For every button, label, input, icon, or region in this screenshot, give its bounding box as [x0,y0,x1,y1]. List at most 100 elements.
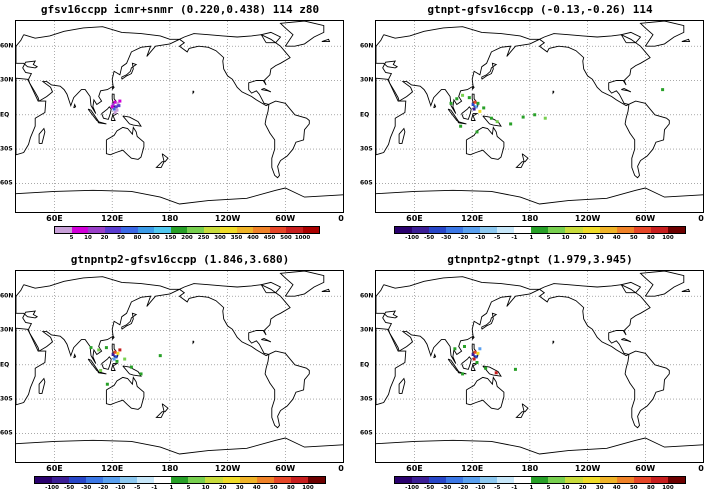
coastline [121,312,138,330]
coastline [111,343,119,359]
data-cell [471,352,475,356]
coastline [260,281,282,294]
colorbar-label: 80 [287,485,295,491]
colorbar-label: 1 [169,485,174,491]
x-tick-label: 60W [635,214,656,223]
data-cell [115,108,119,112]
x-tick-label: 120E [461,464,484,473]
coastline [87,358,100,372]
y-tick-label: 30N [0,326,14,334]
colorbar-label: -50 [424,485,435,491]
colorbar-label: 5 [546,485,551,491]
data-cell [139,372,143,376]
colorbar-swatch [497,477,515,483]
colorbar-label: 5 [186,485,191,491]
data-cell [475,130,479,134]
colorbar-label: 1 [529,235,534,241]
colorbar-swatch [69,477,87,483]
coastline [552,90,555,95]
colorbar-label: 5 [69,235,74,241]
colorbar-label: 10 [84,235,92,241]
data-cell [115,359,119,363]
colorbar-swatch [307,477,325,483]
x-tick-label: 0 [698,464,704,473]
coastline [101,356,112,370]
gridlines [376,271,703,462]
x-tick-label: 60E [406,214,423,223]
coastline [465,376,505,410]
colorbar-swatch [55,227,72,233]
colorbar [34,476,326,484]
gridlines [376,21,703,212]
colorbar-swatch [412,227,430,233]
colorbar-swatch [582,477,600,483]
gridlines [16,271,343,462]
colorbar-label: -1 [511,235,518,241]
colorbar-swatch [650,227,668,233]
coastline [155,403,169,418]
colorbar-swatch [582,227,600,233]
coastline [538,33,670,179]
y-tick-label: 30S [360,145,373,153]
coastline [471,343,479,359]
x-tick-label: 120E [101,464,124,473]
data-cell [111,102,115,106]
colorbar-label: 30 [235,485,244,491]
map-svg [16,21,343,212]
colorbar-swatch [650,477,668,483]
coastline [481,62,498,80]
colorbar-swatch [273,477,291,483]
data-cell [661,88,665,92]
x-tick-label: 60E [46,464,63,473]
colorbar-label: 40 [612,235,621,241]
data-cell [97,348,101,352]
coastline [73,103,77,109]
colorbar-swatch [88,227,105,233]
colorbar-label: -5 [494,235,501,241]
colorbar-swatch [137,477,155,483]
colorbar-swatch [302,227,319,233]
data-cell [521,115,525,119]
x-tick-label: 60W [275,214,296,223]
colorbar [54,226,320,234]
coastline [447,358,460,372]
colorbar-swatch [256,477,274,483]
data-cell [474,355,478,359]
coastline [447,108,460,122]
coastline [470,363,479,371]
colorbar-label: -1 [151,485,158,491]
gridlines [16,21,343,212]
data-cell [455,97,459,101]
colorbar-swatch [446,477,464,483]
colorbar-swatch [633,227,651,233]
colorbar-swatch [395,227,413,233]
coastline [38,127,46,144]
data-cell [449,101,453,105]
coastline [16,276,180,364]
data-cell [478,347,482,351]
coastline [87,108,100,122]
colorbar-label: 500 [280,235,292,241]
data-cell [89,346,93,350]
data-cell [113,110,117,114]
y-tick-label: 30S [0,395,13,403]
x-tick-label: 0 [338,214,344,223]
colorbar-label: -50 [64,485,75,491]
colorbar-label: 80 [647,485,655,491]
colorbar-swatch [412,477,430,483]
colorbar-label: 5 [546,235,551,241]
colorbar-swatch [222,477,240,483]
y-tick-label: 30N [360,76,374,84]
colorbar-label: 450 [263,235,276,241]
colorbar-swatch [203,227,220,233]
colorbar-swatch [463,477,481,483]
data-cell [123,357,127,361]
coastline [121,62,138,80]
coastline [471,335,475,340]
x-tick-label: 120W [574,214,601,223]
data-cell [476,101,480,105]
panel-title: gfsv16ccpp icmr+snmr (0.220,0.438) 114 z… [40,3,320,16]
data-cell [110,105,114,109]
coastline [620,281,642,294]
data-cell [472,107,476,111]
